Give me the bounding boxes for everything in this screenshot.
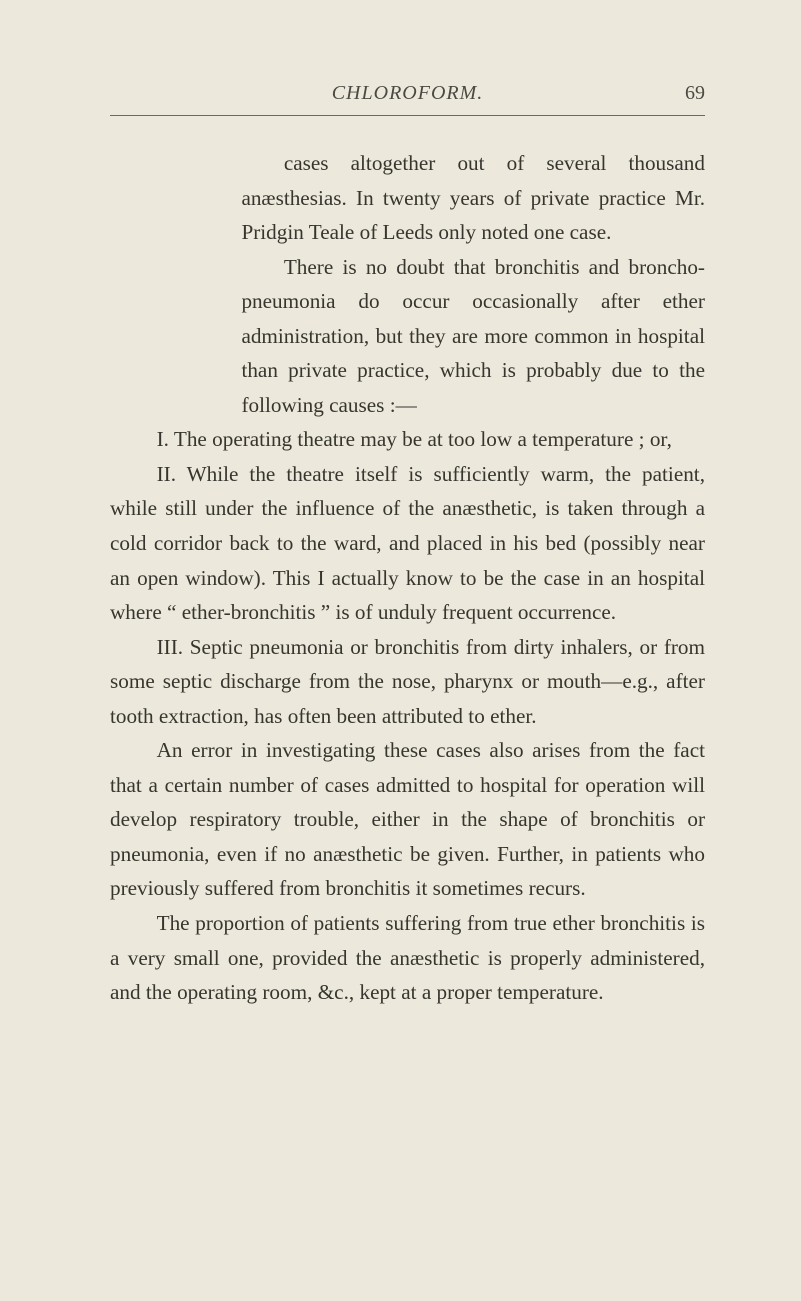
body-text: cases altogether out of several thousand… [110,146,705,1010]
paragraph-7: The proportion of patients suffering fro… [110,906,705,1010]
paragraph-1: cases altogether out of several thousand… [241,146,705,250]
paragraph-6: An error in investigating these cases al… [110,733,705,906]
page-number: 69 [665,82,705,105]
paragraph-2: There is no doubt that bronchitis and br… [241,250,705,423]
paragraph-4: II. While the theatre itself is sufficie… [110,457,705,630]
header-rule [110,115,705,116]
page: CHLOROFORM. 69 cases altogether out of s… [0,0,801,1301]
indented-block: cases altogether out of several thousand… [241,146,705,422]
paragraph-5: III. Septic pneumonia or bronchitis from… [110,630,705,734]
paragraph-3: I. The operating theatre may be at too l… [110,422,705,457]
page-header: CHLOROFORM. 69 [110,82,705,105]
running-title: CHLOROFORM. [150,82,665,105]
